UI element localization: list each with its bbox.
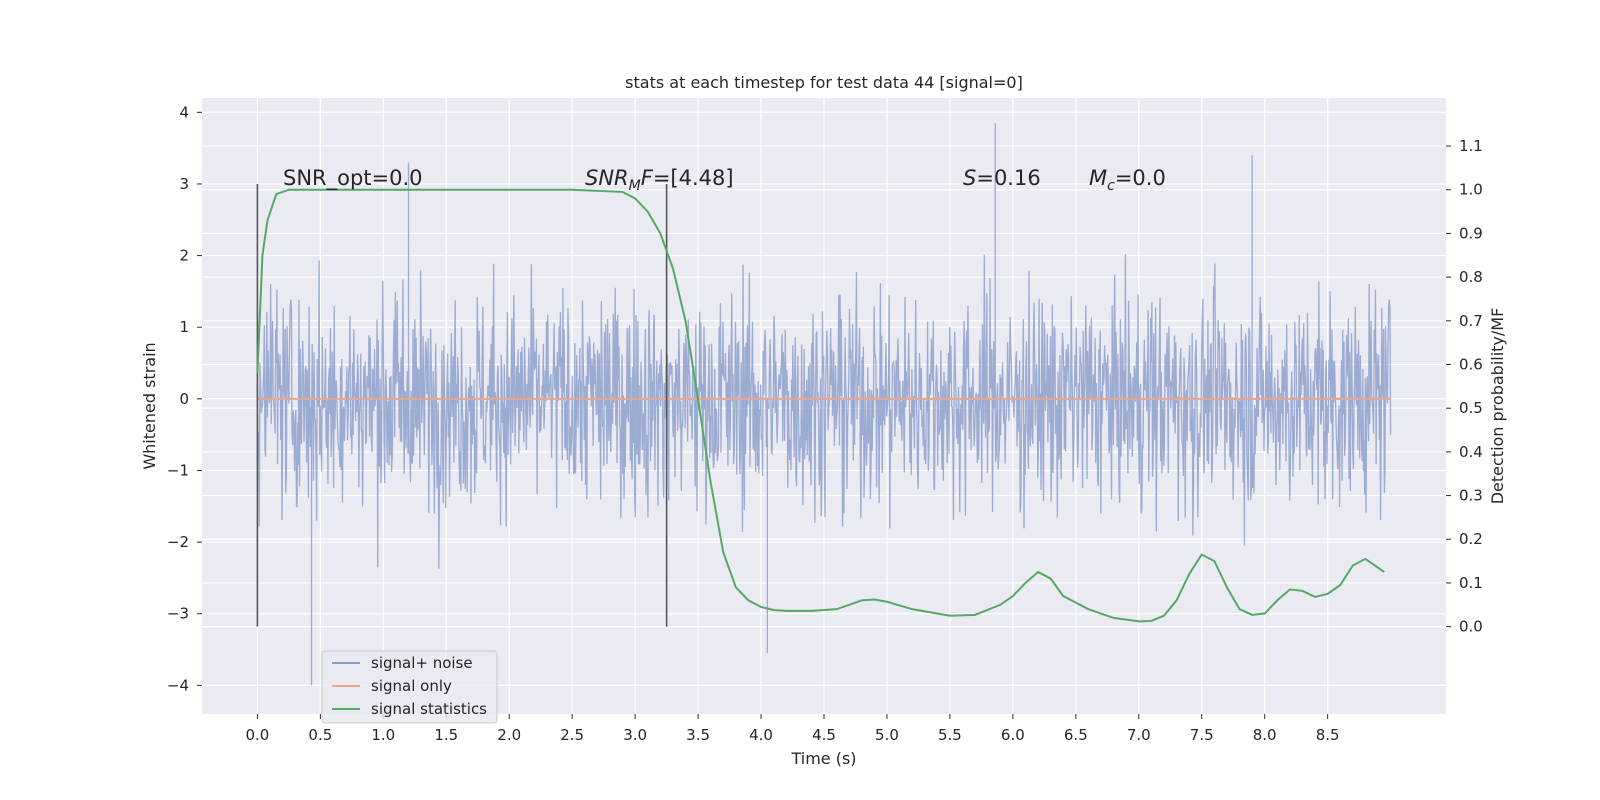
signal-plus-noise-series — [256, 123, 1392, 686]
y-tick-label: −4 — [167, 676, 189, 694]
y-right-axis-ticks: 1.1 1.0 0.9 0.8 0.7 0.6 0.5 0.4 0.3 0.2 0.1 0.0 — [1446, 137, 1483, 636]
legend-box — [321, 650, 498, 724]
x-tick-label: 7.0 — [1127, 726, 1151, 744]
x-tick-label: 0.0 — [245, 726, 269, 744]
y-tick-label: 3 — [179, 175, 189, 193]
chart-title: stats at each timestep for test data 44 … — [625, 73, 1023, 92]
x-tick-label: 2.0 — [497, 726, 521, 744]
legend-label-stats: signal statistics — [371, 700, 487, 718]
y-right-tick-label: 0.0 — [1459, 618, 1483, 636]
y-tick-label: −3 — [167, 605, 189, 623]
x-tick-label: 8.5 — [1316, 726, 1340, 744]
y-right-axis-label: Detection probability/MF — [1488, 308, 1507, 505]
x-tick-label: 8.0 — [1253, 726, 1277, 744]
y-right-tick-label: 1.1 — [1459, 137, 1483, 155]
y-right-tick-label: 0.6 — [1459, 355, 1483, 373]
x-axis-label: Time (s) — [790, 749, 856, 768]
signal-statistics-series — [256, 188, 1385, 623]
x-tick-label: 4.5 — [812, 726, 836, 744]
y-axis-label: Whitened strain — [140, 342, 159, 469]
legend-label-signal-only: signal only — [371, 677, 452, 695]
annotation-s: S=0.16 — [963, 166, 1041, 190]
y-right-tick-label: 0.2 — [1459, 530, 1483, 548]
y-tick-label: 1 — [179, 318, 189, 336]
y-right-tick-label: 0.5 — [1459, 399, 1483, 417]
x-tick-label: 5.5 — [938, 726, 962, 744]
vertical-markers — [256, 183, 668, 627]
legend: signal+ noise signal only signal statist… — [321, 650, 498, 724]
x-tick-label: 6.5 — [1064, 726, 1088, 744]
y-right-tick-label: 0.8 — [1459, 268, 1483, 286]
x-tick-label: 3.0 — [623, 726, 647, 744]
x-tick-label: 2.5 — [560, 726, 584, 744]
x-tick-label: 7.5 — [1190, 726, 1214, 744]
y-right-tick-label: 0.4 — [1459, 443, 1483, 461]
y-tick-label: −1 — [167, 461, 189, 479]
y-tick-label: 0 — [179, 390, 189, 408]
y-tick-label: 4 — [179, 103, 189, 121]
y-right-tick-label: 0.7 — [1459, 312, 1483, 330]
y-tick-label: 2 — [179, 247, 189, 265]
x-tick-label: 4.0 — [749, 726, 773, 744]
x-tick-label: 1.0 — [371, 726, 395, 744]
y-right-tick-label: 0.1 — [1459, 574, 1483, 592]
annotation-mc: Mc=0.0 — [1089, 166, 1166, 194]
x-axis-ticks: 0.0 0.5 1.0 1.5 2.0 2.5 3.0 3.5 4.0 4.5 5.0 5.5 6.0 6… — [245, 714, 1340, 744]
x-tick-label: 3.5 — [686, 726, 710, 744]
y-axis-ticks: 4 3 2 1 0 −1 −2 −3 −4 — [167, 103, 202, 694]
x-tick-label: 5.0 — [875, 726, 899, 744]
y-right-tick-label: 0.3 — [1459, 487, 1483, 505]
x-tick-label: 6.0 — [1001, 726, 1025, 744]
annotation-snr-mf: SNRMF=[4.48] — [585, 166, 734, 194]
legend-label-noise: signal+ noise — [371, 654, 473, 672]
y-right-tick-label: 1.0 — [1459, 181, 1483, 199]
annotation-snr-opt: SNR_opt=0.0 — [283, 166, 423, 191]
x-tick-label: 1.5 — [434, 726, 458, 744]
x-tick-label: 0.5 — [308, 726, 332, 744]
y-right-tick-label: 0.9 — [1459, 224, 1483, 242]
y-tick-label: −2 — [167, 533, 189, 551]
signal-plus-noise-trace — [256, 123, 1392, 686]
